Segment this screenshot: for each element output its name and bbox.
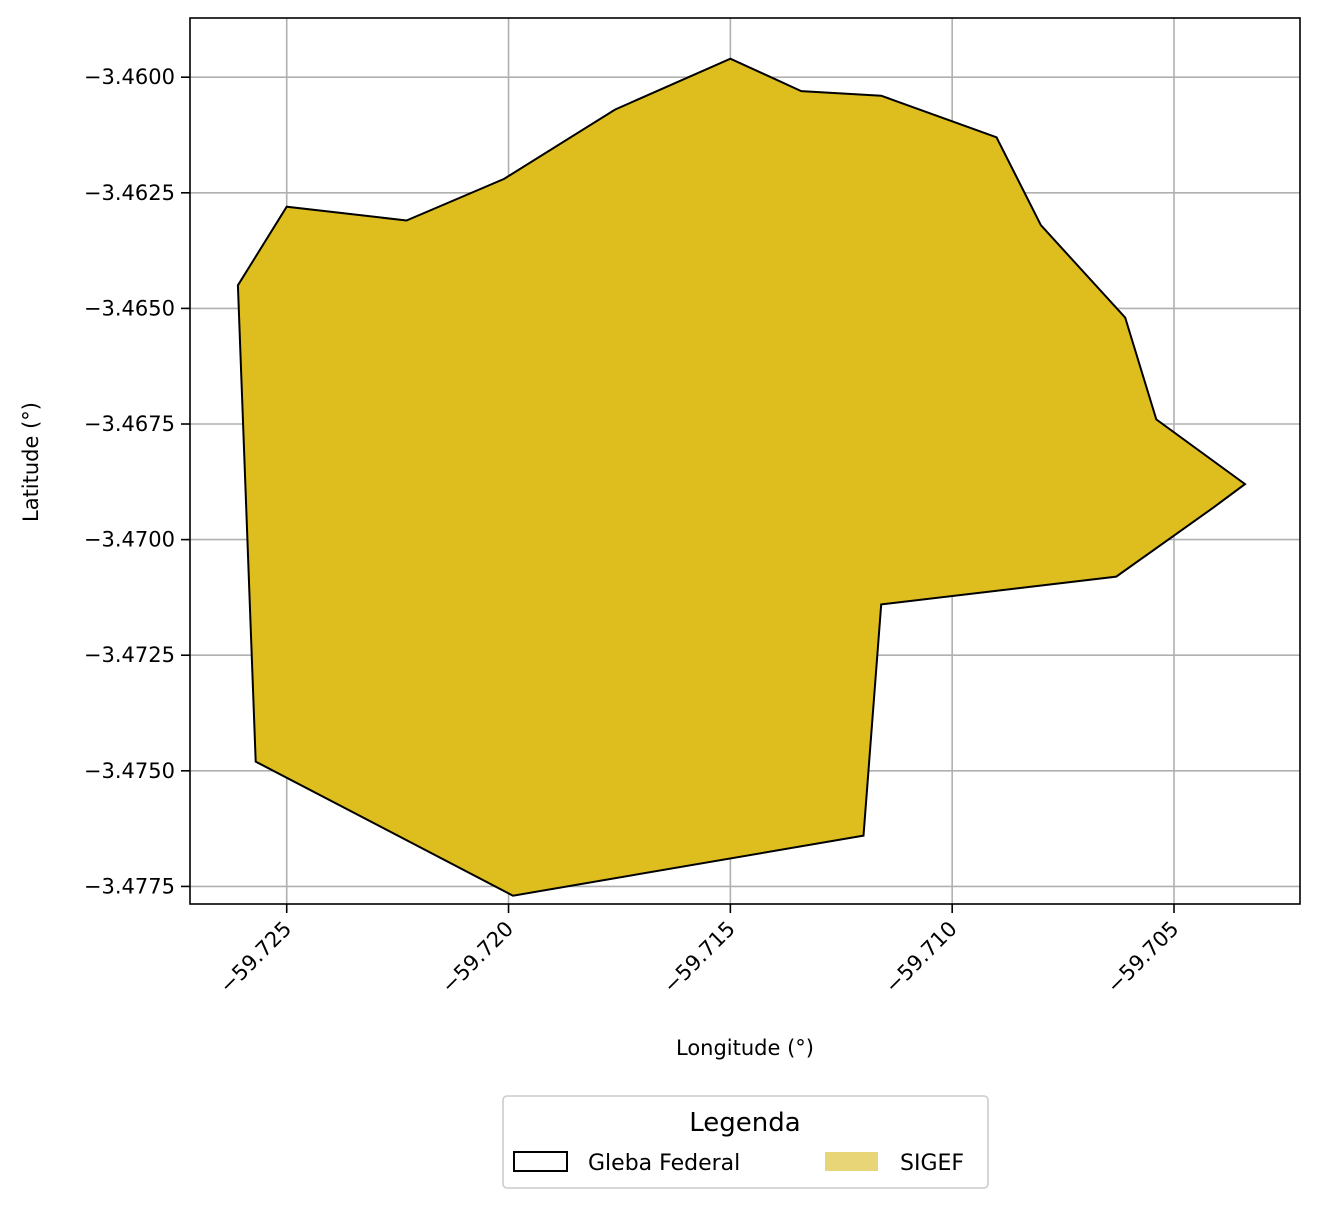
x-tick-label: −59.705	[1102, 917, 1183, 998]
y-tick-label: −3.4625	[84, 181, 175, 205]
x-tick-label: −59.725	[215, 917, 296, 998]
y-axis-label: Latitude (°)	[19, 402, 43, 522]
y-tick-label: −3.4700	[84, 528, 175, 552]
y-axis-ticks: −3.4600 −3.4625 −3.4650 −3.4675 −3.4700 −3.47…	[84, 65, 190, 898]
legend-swatch-gleba-federal	[513, 1151, 568, 1172]
y-tick-label: −3.4650	[84, 296, 175, 320]
x-tick-label: −59.710	[880, 917, 961, 998]
legend-swatch-sigef	[825, 1152, 878, 1171]
legend: Legenda Gleba Federal SIGEF	[502, 1095, 989, 1189]
y-tick-label: −3.4775	[84, 874, 175, 898]
x-axis-label: Longitude (°)	[676, 1036, 814, 1060]
y-tick-label: −3.4750	[84, 759, 175, 783]
sigef-polygon	[236, 57, 1247, 897]
legend-label-sigef: SIGEF	[900, 1151, 964, 1176]
y-tick-label: −3.4675	[84, 412, 175, 436]
plot-frame	[189, 17, 1301, 905]
x-tick-label: −59.720	[437, 917, 518, 998]
x-axis-ticks: −59.725 −59.720 −59.715 −59.710 −59.705	[215, 904, 1184, 998]
legend-label-gleba-federal: Gleba Federal	[588, 1151, 740, 1176]
legend-title: Legenda	[689, 1108, 800, 1138]
y-tick-label: −3.4725	[84, 643, 175, 667]
y-tick-label: −3.4600	[84, 65, 175, 89]
x-tick-label: −59.715	[659, 917, 740, 998]
